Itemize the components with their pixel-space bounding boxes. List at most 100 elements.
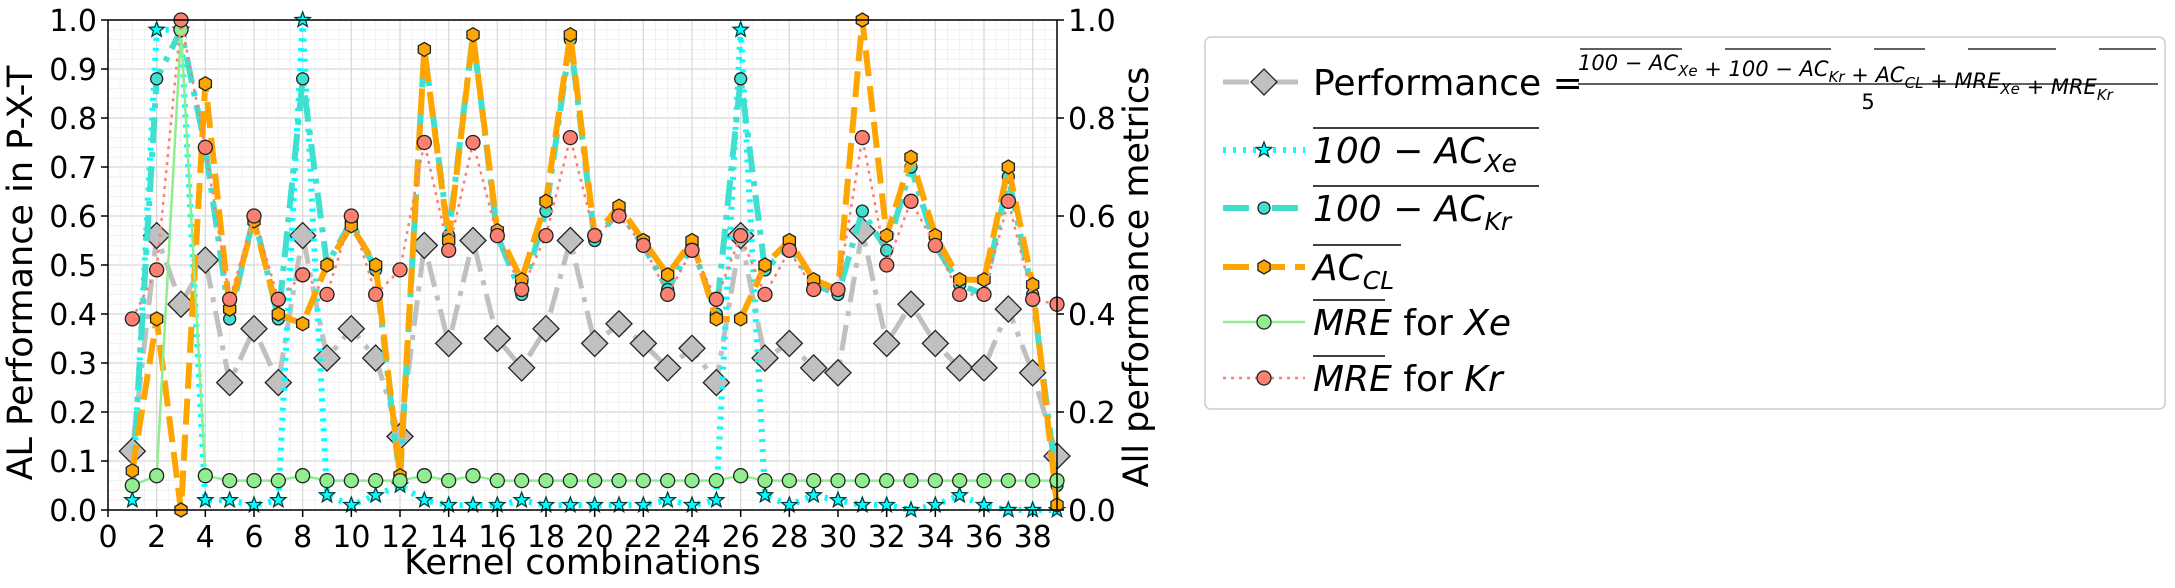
data-point [514,472,530,489]
data-point [757,286,773,303]
data-point [459,226,487,255]
data-point [538,227,554,244]
data-point [806,281,822,298]
data-point [293,10,313,28]
y-left-tick-label: 0.1 [49,445,97,480]
data-point [197,468,213,484]
data-point [1025,472,1041,489]
data-point [706,490,726,509]
data-point [879,472,895,489]
data-point [195,490,215,509]
data-point [660,286,676,303]
x-tick-label: 22 [624,520,662,555]
x-tick-label: 18 [527,520,565,555]
axes-ticks: 0 2 4 6 8 10 12 14 16 18 20 22 24 26 28 30 32 34 36 380.00.… [49,4,1115,555]
y-left-tick-label: 0.4 [49,298,97,333]
y-left-tick-label: 0.7 [49,151,97,186]
x-tick-label: 10 [332,520,370,555]
data-point [633,495,653,514]
data-point [341,495,361,514]
data-point [220,490,240,509]
data-point [295,468,311,484]
data-point [678,334,706,363]
data-point [317,485,337,504]
data-point [974,495,994,514]
data-point [731,19,751,38]
data-point [463,495,483,514]
data-point [976,286,992,303]
data-point [1025,276,1040,293]
legend-box [1204,36,2166,410]
data-point [660,472,676,489]
data-point [702,368,731,397]
data-point [879,257,895,273]
data-point [733,311,748,327]
data-point [904,149,918,165]
data-point [556,226,585,255]
data-point [872,329,901,358]
legend-item-3: ACCL [1223,244,1401,295]
data-point [653,353,682,382]
x-tick-label: 38 [1014,520,1052,555]
data-point [539,193,553,210]
data-point [392,472,408,489]
data-point [903,193,919,209]
data-point [562,129,578,146]
data-point [434,329,463,358]
legend-marker [1256,314,1272,330]
x-tick-label: 20 [576,520,614,555]
data-point [392,262,408,278]
data-point [532,314,560,343]
data-point [1000,472,1016,489]
data-point [852,495,872,514]
data-point [343,472,359,489]
x-tick-label: 8 [293,520,312,555]
data-point [611,472,627,489]
data-point [635,237,651,254]
data-point [465,134,481,151]
x-tick-label: 30 [819,520,857,555]
data-point [945,353,974,382]
y-right-tick-label: 0.2 [1068,396,1116,431]
y-left-tick-label: 1.0 [49,4,97,39]
data-point [295,267,311,283]
data-point [927,472,943,489]
data-point [684,242,700,258]
x-tick-label: 2 [147,520,166,555]
legend-items: Performance = 100 − ACXe + 100 − ACKr + … [1223,48,2158,400]
legend-marker [1257,259,1271,275]
y-axis-right-title: All performance metrics [1117,67,1157,488]
data-point [337,314,366,343]
data-point [222,472,238,489]
data-point [507,353,536,382]
data-point [439,495,459,514]
data-point [925,495,945,514]
y-right-tick-label: 0.6 [1068,200,1116,235]
data-point [828,490,848,509]
x-tick-label: 34 [916,520,954,555]
series-line [129,228,1060,457]
y-axis-left-title: AL Performance in P-X-T [1,65,41,480]
data-point [489,472,505,489]
data-point [854,472,870,489]
data-point [587,227,603,244]
series-line [129,17,1057,513]
x-tick-label: 24 [673,520,711,555]
x-tick-label: 32 [868,520,906,555]
data-point [830,472,846,489]
data-point [994,295,1023,324]
data-point [629,329,658,358]
x-tick-label: 14 [430,520,468,555]
data-point [368,472,384,489]
data-point [149,311,164,327]
data-point [854,129,870,146]
x-tick-label: 4 [196,520,215,555]
data-point [709,311,724,327]
data-point [215,368,244,397]
data-point [998,500,1018,518]
legend-label: ACCL [1311,248,1394,295]
x-tick-label: 28 [770,520,808,555]
data-point [733,227,749,244]
y-left-tick-label: 0.8 [49,102,97,137]
